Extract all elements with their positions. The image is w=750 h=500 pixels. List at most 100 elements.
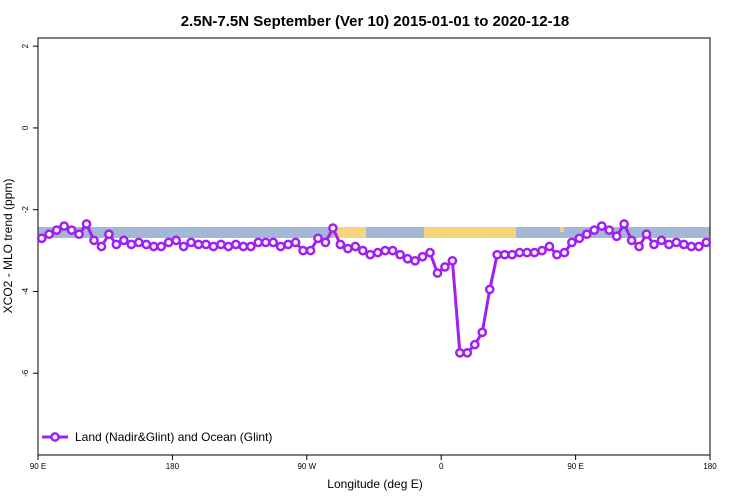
data-point <box>544 241 555 252</box>
data-point <box>193 239 204 250</box>
data-point <box>507 249 517 260</box>
data-point <box>245 241 256 252</box>
x-tick-label: 90 E <box>567 462 583 471</box>
data-point <box>589 225 600 235</box>
plot-frame <box>37 37 711 456</box>
data-point <box>462 347 473 358</box>
data-point <box>649 239 659 250</box>
x-tick-label: 90 E <box>30 462 46 471</box>
data-point <box>514 247 525 258</box>
data-point <box>626 235 637 246</box>
data-point <box>664 239 674 250</box>
data-point <box>328 223 338 233</box>
legend-label: Land (Nadir&Glint) and Ocean (Glint) <box>75 430 272 444</box>
data-point <box>133 237 144 248</box>
y-tick-label: 0 <box>21 125 30 130</box>
data-point <box>499 249 510 260</box>
data-point <box>178 241 189 252</box>
x-tick-label: 180 <box>703 462 717 471</box>
chart-title: 2.5N-7.5N September (Ver 10) 2015-01-01 … <box>181 13 570 30</box>
data-point <box>36 233 47 244</box>
x-tick-label: 90 W <box>297 462 316 471</box>
data-point <box>126 239 137 250</box>
data-point <box>104 229 114 240</box>
data-point <box>671 237 682 248</box>
data-point <box>387 245 398 256</box>
data-point <box>208 241 219 252</box>
data-point <box>320 237 331 248</box>
data-point <box>335 239 346 250</box>
data-point <box>693 241 704 252</box>
data-point <box>298 245 308 256</box>
data-point <box>455 347 465 358</box>
data-point <box>440 262 450 272</box>
data-point <box>611 231 622 242</box>
land-ocean-strip <box>38 227 710 238</box>
data-point <box>111 239 122 250</box>
data-point <box>59 221 69 231</box>
data-point <box>395 249 405 260</box>
data-point <box>477 327 488 338</box>
data-point <box>686 241 697 252</box>
data-point <box>268 237 279 248</box>
data-point <box>380 245 391 256</box>
data-point <box>410 255 420 266</box>
data-point <box>283 239 293 250</box>
x-axis-label: Longitude (deg E) <box>327 477 422 491</box>
data-point <box>89 235 99 246</box>
data-point <box>305 245 316 256</box>
data-point <box>529 247 540 258</box>
legend-marker <box>50 432 60 442</box>
data-point <box>216 239 226 250</box>
data-point <box>559 247 570 258</box>
data-point <box>469 339 480 350</box>
data-point <box>634 241 644 252</box>
y-tick-label: 2 <box>21 43 30 48</box>
data-point <box>231 239 241 250</box>
data-point <box>537 245 547 256</box>
data-point <box>641 229 652 240</box>
data-point <box>484 284 495 295</box>
data-point <box>425 247 435 258</box>
data-point <box>44 229 55 240</box>
data-point <box>567 237 577 248</box>
data-point <box>81 219 92 229</box>
x-tick-label: 180 <box>166 462 180 471</box>
data-point <box>238 241 249 252</box>
data-point <box>148 241 159 252</box>
y-tick-label: -6 <box>21 369 30 377</box>
data-point <box>141 239 152 250</box>
data-point <box>701 237 712 248</box>
data-point <box>186 237 196 248</box>
data-point <box>604 225 615 235</box>
y-axis-label: XCO2 - MLO trend (ppm) <box>1 179 15 314</box>
data-point <box>574 233 585 244</box>
data-point <box>223 241 234 252</box>
data-point <box>447 255 458 266</box>
data-point <box>619 219 629 229</box>
data-point <box>365 249 376 260</box>
data-point <box>51 225 62 235</box>
data-point <box>581 229 592 240</box>
data-point <box>253 237 264 248</box>
data-point <box>171 235 181 246</box>
data-point <box>679 239 689 250</box>
data-point <box>74 229 84 240</box>
data-point <box>357 245 368 256</box>
data-point <box>313 233 323 244</box>
data-point <box>119 235 129 246</box>
data-point <box>350 241 361 252</box>
data-point <box>372 247 383 258</box>
data-point <box>522 247 532 258</box>
data-point <box>432 268 443 278</box>
data-point <box>156 241 167 252</box>
x-tick-label: 0 <box>439 462 444 471</box>
data-point <box>552 249 562 260</box>
data-point <box>201 239 211 250</box>
data-point <box>163 237 174 248</box>
data-point <box>596 221 607 231</box>
data-point <box>656 235 667 246</box>
data-point <box>66 225 77 235</box>
data-point <box>402 253 413 264</box>
